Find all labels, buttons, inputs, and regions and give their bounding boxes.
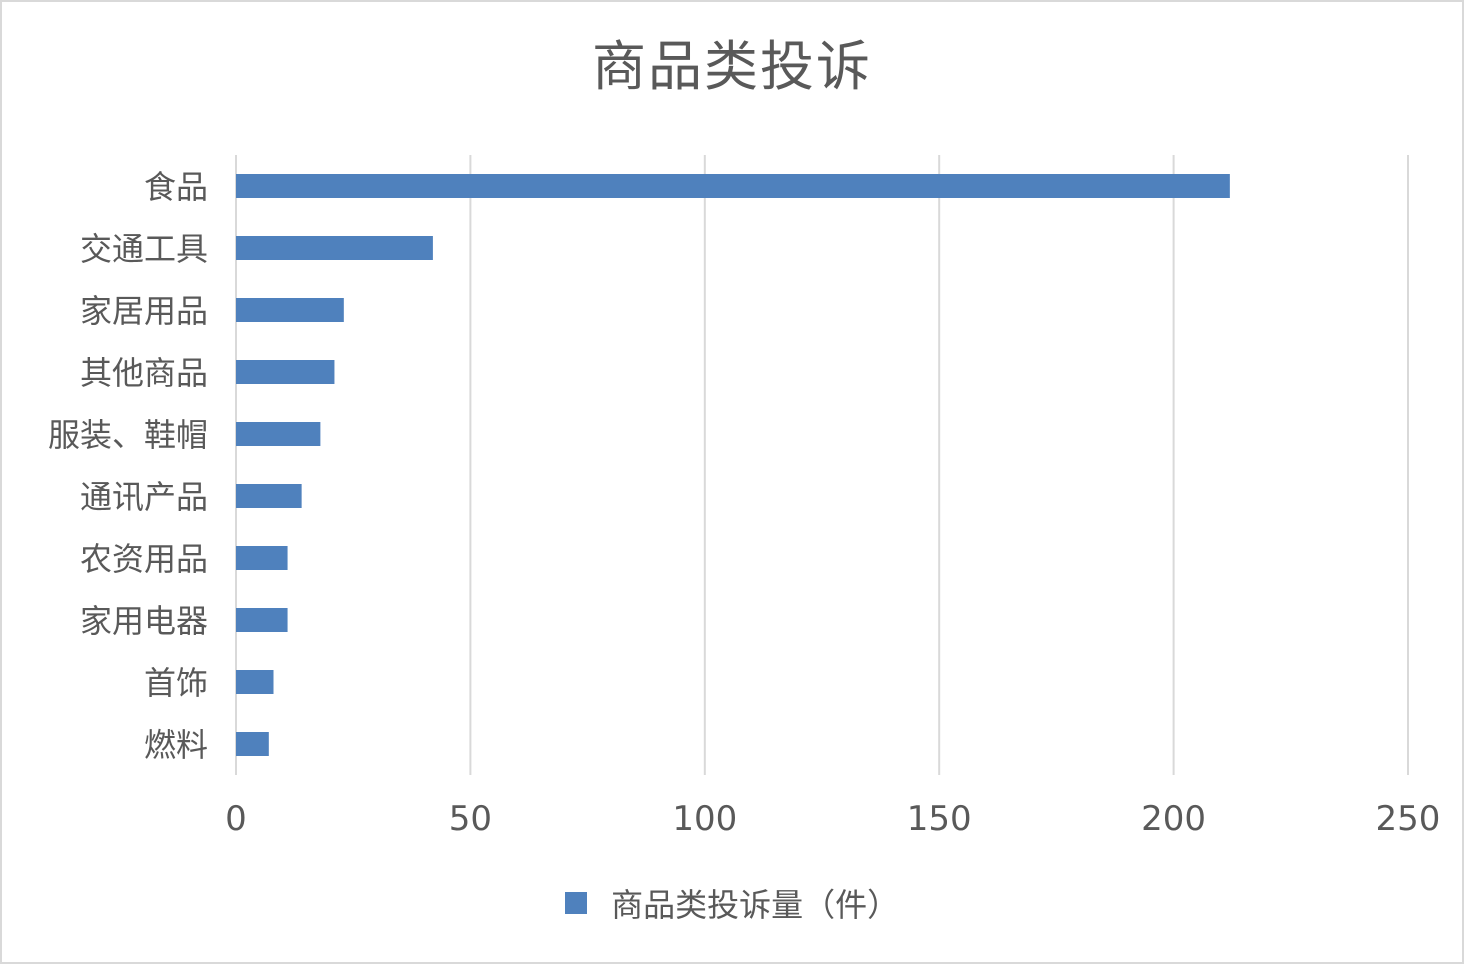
x-tick-label: 150 [907, 799, 972, 839]
x-tick-labels: 0 50 100 150 200 250 [225, 799, 1440, 839]
x-tick-label: 100 [672, 799, 737, 839]
bar-3 [236, 298, 344, 322]
x-tick-label: 50 [449, 799, 492, 839]
bar-9 [236, 670, 274, 694]
x-tick-label: 200 [1141, 799, 1206, 839]
category-label: 首饰 [144, 664, 208, 702]
legend: 商品类投诉量（件） [0, 880, 1464, 926]
category-label: 家用电器 [80, 602, 208, 640]
category-label: 食品 [144, 168, 208, 206]
bar-7 [236, 546, 288, 570]
bar-6 [236, 484, 302, 508]
legend-label: 商品类投诉量（件） [611, 886, 900, 924]
bar-8 [236, 608, 288, 632]
bar-1 [236, 174, 1230, 198]
category-label: 服装、鞋帽 [48, 416, 208, 454]
category-label: 家居用品 [80, 292, 208, 330]
legend-swatch [564, 892, 587, 914]
category-label: 通讯产品 [80, 478, 208, 516]
category-label: 其他商品 [80, 354, 208, 392]
x-tick-label: 250 [1376, 799, 1441, 839]
bars [236, 174, 1230, 756]
bar-10 [236, 732, 269, 756]
bar-2 [236, 236, 433, 260]
bar-5 [236, 422, 321, 446]
gridlines [235, 155, 1409, 775]
category-label: 农资用品 [80, 540, 208, 578]
x-tick-label: 0 [225, 799, 247, 839]
category-label: 燃料 [144, 726, 208, 764]
chart-title: 商品类投诉 [592, 35, 872, 98]
bar-4 [236, 360, 335, 384]
category-label: 交通工具 [80, 230, 208, 268]
